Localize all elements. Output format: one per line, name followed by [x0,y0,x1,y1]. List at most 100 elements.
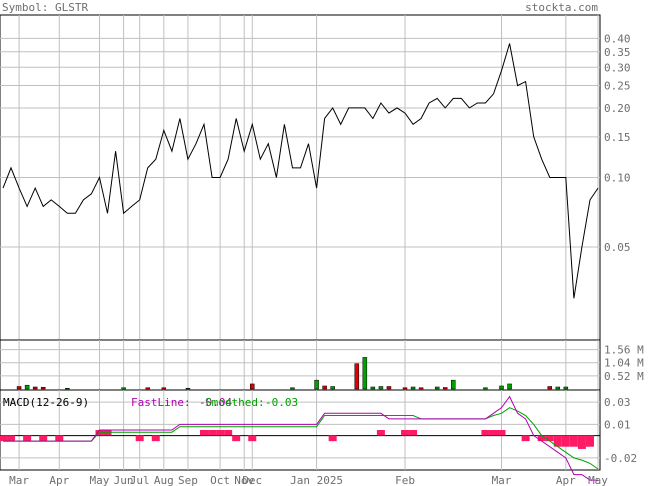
macd-tick-label: 0.01 [604,418,631,431]
macd-histogram-bar [537,435,546,442]
macd-histogram-bar [401,430,410,436]
macd-histogram-bar [135,435,144,442]
macd-histogram-bar [577,435,586,449]
macd-histogram-bar [39,435,48,442]
symbol-label: Symbol: GLSTR [2,1,88,14]
macd-histogram-bar [248,435,257,442]
macd-histogram-bar [208,430,217,436]
volume-tick-label: 1.04 M [604,357,644,370]
volume-bar [24,384,30,390]
macd-histogram-bar [7,435,16,442]
price-tick-label: 0.15 [604,131,631,144]
price-tick-label: 0.20 [604,102,631,115]
volume-bar [65,387,70,390]
x-tick-label: Jan 2025 [290,474,343,486]
x-tick-label: Oct [210,474,230,486]
macd-histogram-bar [0,435,7,442]
smoothed-value: -0.03 [265,396,298,409]
volume-grid [0,340,600,390]
volume-tick-label: 0.52 M [604,370,644,383]
macd-histogram [0,430,594,449]
fastline-value: -0.04 [199,396,232,409]
x-tick-label: Aug [154,474,174,486]
price-line [2,43,599,299]
price-y-axis: 0.400.35 0.30 0.25 0.20 0.15 0.10 0.05 [604,32,631,254]
volume-bar [161,387,167,390]
x-tick-label: Mar [9,474,29,486]
macd-histogram-bar [521,435,530,442]
macd-histogram-bar [561,435,570,447]
macd-histogram-bar [328,435,337,442]
price-tick-label: 0.25 [604,80,631,93]
price-tick-label: 0.35 [604,46,631,59]
macd-histogram-bar [497,430,506,436]
volume-bar [322,385,327,390]
x-tick-label: Dec [242,474,262,486]
x-tick-label: May [588,474,608,486]
volume-bar [386,386,392,390]
macd-histogram-bar [585,435,594,447]
volume-bar [563,386,569,390]
macd-histogram-bar [151,435,160,442]
macd-histogram-bar [489,430,498,436]
volume-bar [32,386,38,390]
x-tick-label: Sep [178,474,198,486]
volume-bar [354,363,360,390]
x-tick-label: Feb [395,474,415,486]
macd-histogram-bar [216,430,225,436]
macd-histogram-bar [376,430,385,436]
volume-bars [16,357,569,390]
macd-histogram-bar [481,430,490,436]
price-tick-label: 0.40 [604,32,631,45]
volume-bar [40,386,46,390]
volume-bar [507,383,512,390]
x-tick-label: Jun [114,474,134,486]
macd-histogram-bar [23,435,32,442]
macd-tick-label: 0.03 [604,396,631,409]
volume-bar [330,386,335,390]
x-tick-label: Jul [130,474,150,486]
macd-tick-label: -0.02 [604,452,637,465]
price-tick-label: 0.05 [604,241,631,254]
volume-bar [121,387,126,390]
volume-bar [410,386,416,390]
x-tick-label: Nov [234,474,254,486]
macd-histogram-bar [55,435,64,442]
macd-y-axis: 0.03 0.01 -0.02 [604,396,637,465]
volume-bar [314,379,319,390]
macd-smoothed-line [3,407,599,470]
x-tick-label: Apr [49,474,69,486]
macd-histogram-bar [224,430,233,436]
macd-histogram-bar [103,430,112,436]
macd-panel-frame [0,389,601,471]
volume-bar [483,387,488,390]
volume-bar [16,386,22,390]
volume-bar [418,387,424,390]
volume-bar [555,386,561,390]
volume-tick-label: 1.56 M [604,344,644,357]
volume-bar [145,387,150,390]
macd-fastline [3,395,598,481]
volume-bar [434,386,440,390]
x-tick-label: Apr [556,474,576,486]
volume-bar [362,357,368,390]
volume-bar [185,387,191,390]
volume-bar [250,383,255,390]
macd-histogram-bar [545,435,554,442]
volume-bar [442,387,448,390]
x-tick-label: May [90,474,110,486]
site-label: stockta.com [525,1,598,14]
volume-bar [451,379,456,390]
x-tick-label: Mar [492,474,512,486]
volume-bar [370,386,376,390]
price-tick-label: 0.30 [604,61,631,74]
smoothed-label: Smoothed: [205,396,265,409]
price-tick-label: 0.10 [604,172,631,185]
macd-histogram-bar [569,435,578,447]
macd-histogram-bar [553,435,562,447]
macd-histogram-bar [409,430,418,436]
volume-y-axis: 1.56 M1.04 M0.52 M [604,344,644,383]
